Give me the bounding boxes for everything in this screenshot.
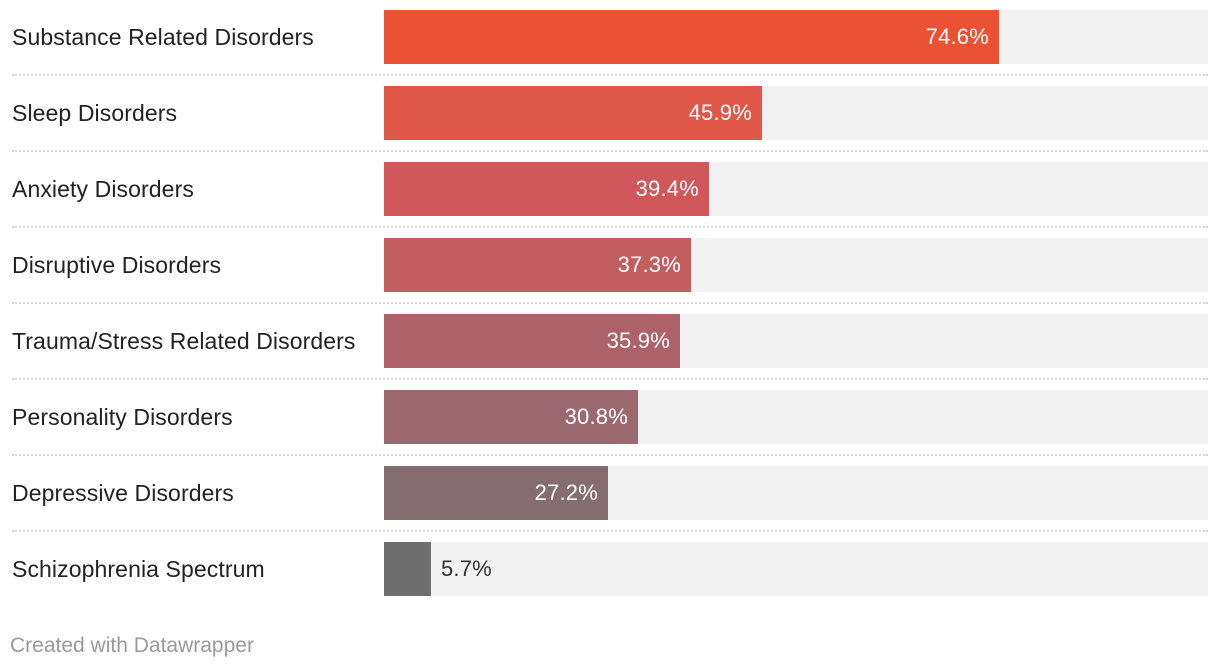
value-label: 74.6% [925,24,989,49]
value-label: 27.2% [534,480,598,505]
bar [384,10,999,64]
bar [384,466,608,520]
value-label: 5.7% [441,556,492,581]
chart-row: Trauma/Stress Related Disorders 35.9% [0,314,1220,390]
row-separator [12,378,1208,380]
bar-track: 39.4% [384,162,1208,216]
row-separator [12,226,1208,228]
category-label: Depressive Disorders [12,480,234,506]
bar-track: 37.3% [384,238,1208,292]
bar-track: 27.2% [384,466,1208,520]
bar [384,390,638,444]
chart-row: Substance Related Disorders 74.6% [0,10,1220,86]
category-label: Substance Related Disorders [12,24,314,50]
chart-row: Personality Disorders 30.8% [0,390,1220,466]
bar-chart: Substance Related Disorders 74.6% Sleep Di… [0,10,1220,618]
category-label: Schizophrenia Spectrum [12,556,265,582]
row-separator [12,302,1208,304]
bar [384,86,762,140]
chart-row: Schizophrenia Spectrum 5.7% [0,542,1220,618]
value-label: 30.8% [564,404,628,429]
row-separator [12,74,1208,76]
row-separator [12,454,1208,456]
chart-row: Anxiety Disorders 39.4% [0,162,1220,238]
chart-row: Sleep Disorders 45.9% [0,86,1220,162]
footer-credit[interactable]: Created with Datawrapper [10,634,254,657]
bar [384,162,709,216]
bar-track: 74.6% [384,10,1208,64]
chart-row: Disruptive Disorders 37.3% [0,238,1220,314]
category-label: Personality Disorders [12,404,233,430]
category-label: Trauma/Stress Related Disorders [12,328,356,354]
category-label: Disruptive Disorders [12,252,222,278]
bar [384,238,691,292]
row-separator [12,530,1208,532]
row-separator [12,150,1208,152]
bar-track: 35.9% [384,314,1208,368]
value-label: 45.9% [688,100,752,125]
chart-row: Depressive Disorders 27.2% [0,466,1220,542]
category-label: Anxiety Disorders [12,176,194,202]
category-label: Sleep Disorders [12,100,178,126]
bar [384,314,680,368]
bar [384,542,431,596]
value-label: 35.9% [606,328,670,353]
bar-track: 45.9% [384,86,1208,140]
bar-track: 5.7% [384,542,1208,596]
value-label: 39.4% [635,176,699,201]
value-label: 37.3% [617,252,681,277]
bar-track: 30.8% [384,390,1208,444]
